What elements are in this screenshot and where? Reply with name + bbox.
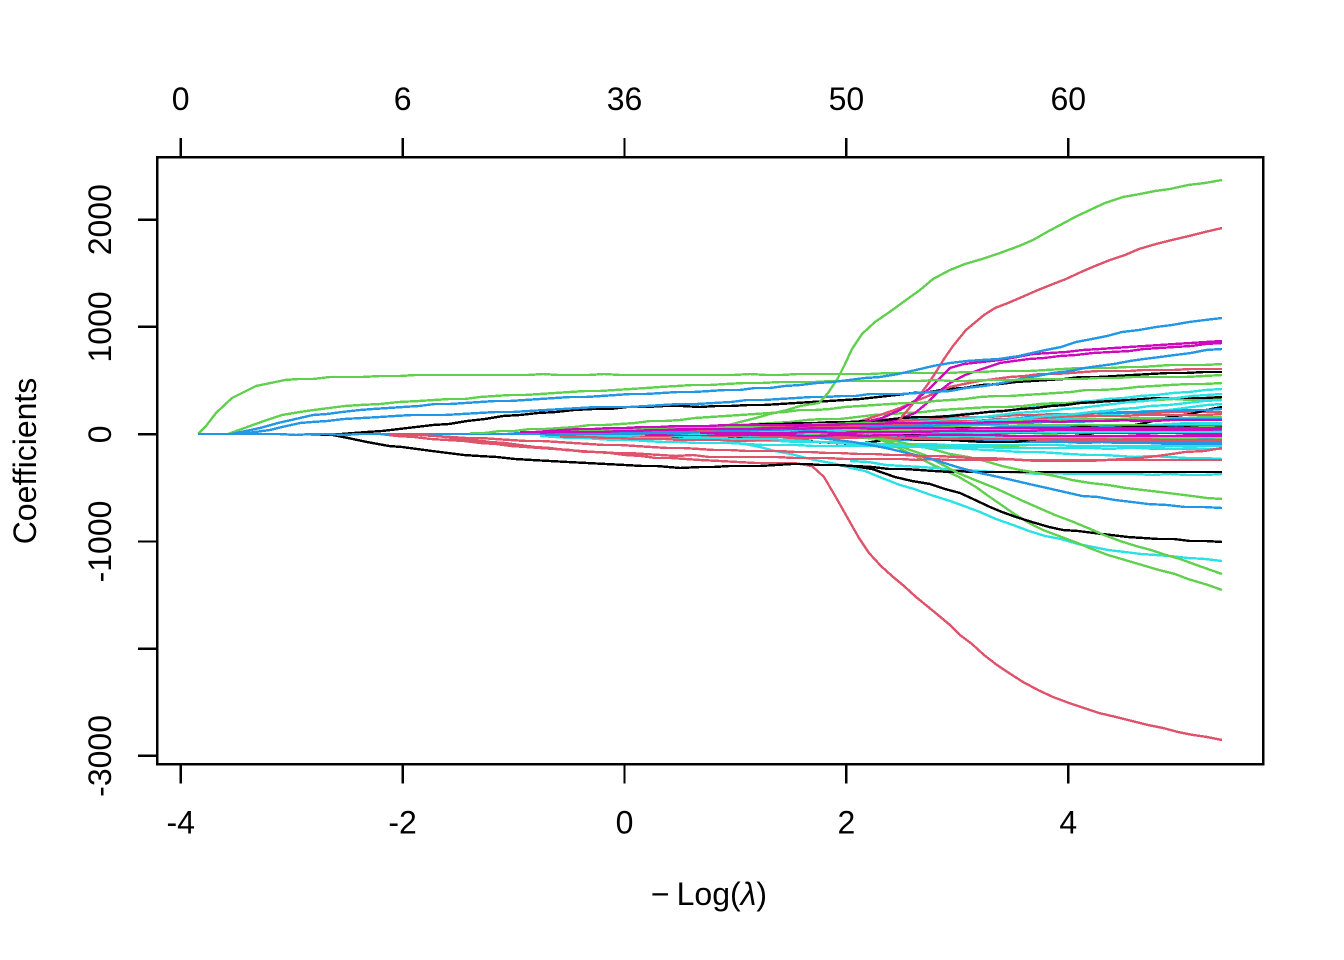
svg-text:50: 50 <box>829 81 865 117</box>
svg-text:2: 2 <box>838 805 856 841</box>
svg-text:1000: 1000 <box>82 291 118 362</box>
svg-text:4: 4 <box>1059 805 1077 841</box>
svg-text:0: 0 <box>616 805 634 841</box>
svg-text:-4: -4 <box>166 805 194 841</box>
svg-text:-1000: -1000 <box>82 501 118 583</box>
svg-text:36: 36 <box>607 81 643 117</box>
svg-text:6: 6 <box>394 81 412 117</box>
svg-text:-2: -2 <box>388 805 416 841</box>
svg-text:2000: 2000 <box>82 184 118 255</box>
svg-text:−Log(λ): − Log(λ) <box>651 876 767 912</box>
svg-text:0: 0 <box>82 425 118 443</box>
svg-text:60: 60 <box>1051 81 1087 117</box>
svg-text:-3000: -3000 <box>82 715 118 797</box>
svg-text:Coefficients: Coefficients <box>7 378 43 545</box>
svg-text:0: 0 <box>172 81 190 117</box>
